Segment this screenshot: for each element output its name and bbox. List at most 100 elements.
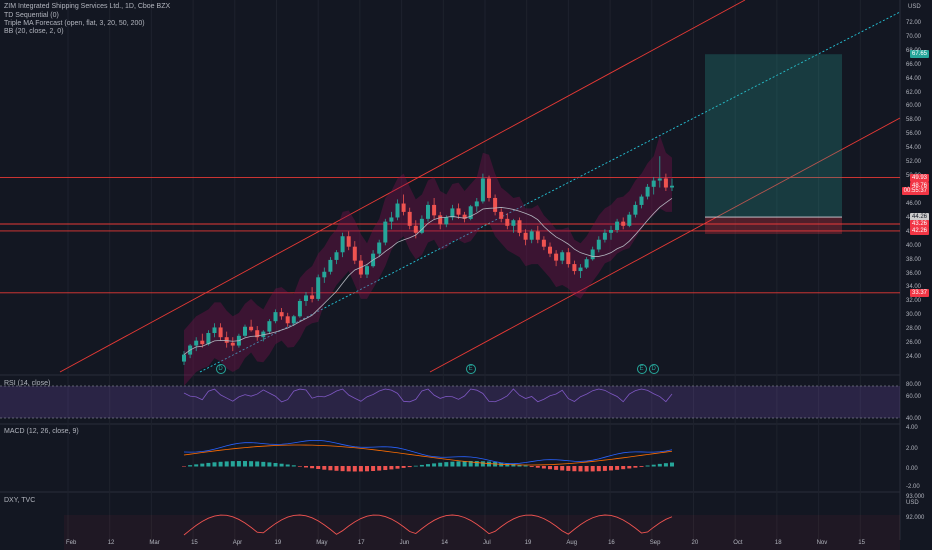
candle-body xyxy=(602,232,607,240)
candle-body xyxy=(572,264,577,272)
candle-body xyxy=(663,178,668,188)
price-tick: 38.00 xyxy=(906,256,922,263)
candle-body xyxy=(541,239,546,247)
time-tick: Sep xyxy=(649,540,661,546)
price-tag: 44.26 xyxy=(909,213,929,222)
candle-body xyxy=(639,196,644,205)
price-tag: 42.26 xyxy=(909,226,929,235)
event-marker[interactable]: D xyxy=(648,364,659,374)
macd-histogram-bar xyxy=(413,465,418,467)
candle-body xyxy=(560,252,565,261)
candle-body xyxy=(365,266,369,275)
event-marker[interactable]: E xyxy=(465,364,476,374)
macd-histogram-bar xyxy=(663,463,668,467)
macd-pane-label[interactable]: MACD (12, 26, close, 9) xyxy=(4,428,79,435)
candle-body xyxy=(548,246,552,254)
price-tag: 49.93 xyxy=(909,173,929,182)
macd-histogram-bar xyxy=(462,461,467,467)
candle-body xyxy=(566,252,571,265)
macd-histogram-bar xyxy=(236,461,241,467)
macd-tick: 4.00 xyxy=(906,425,918,431)
rsi-tick: 80.00 xyxy=(906,382,922,388)
candle-body xyxy=(255,330,260,338)
candle-body xyxy=(413,225,418,233)
time-tick: 18 xyxy=(774,540,782,546)
macd-histogram-bar xyxy=(548,466,552,470)
price-tick: 60.00 xyxy=(906,103,922,110)
macd-histogram-bar xyxy=(365,466,369,472)
macd-histogram-bar xyxy=(523,465,528,467)
price-tick: 62.00 xyxy=(906,89,922,96)
macd-histogram-bar xyxy=(554,466,559,470)
candle-body xyxy=(279,312,284,317)
macd-histogram-bar xyxy=(182,466,186,467)
time-tick: 15 xyxy=(858,540,865,546)
time-tick: May xyxy=(316,540,328,546)
macd-histogram-bar xyxy=(480,461,485,467)
macd-histogram-bar xyxy=(224,461,229,467)
macd-histogram-bar xyxy=(371,466,376,471)
time-tick: 20 xyxy=(691,540,699,546)
macd-histogram-bar xyxy=(401,466,406,468)
indicator-triple-ma[interactable]: Triple MA Forecast (open, flat, 3, 20, 5… xyxy=(4,20,145,27)
dxy-line xyxy=(183,514,673,536)
candle-body xyxy=(243,326,247,336)
rsi-band xyxy=(0,386,900,418)
macd-histogram-bar xyxy=(645,465,650,467)
macd-histogram-bar xyxy=(602,466,607,471)
candle-body xyxy=(657,178,662,181)
macd-histogram-bar xyxy=(651,464,656,467)
rsi-pane-label[interactable]: RSI (14, close) xyxy=(4,380,51,387)
channel-lower-line xyxy=(429,117,901,373)
macd-histogram-bar xyxy=(230,461,235,467)
macd-histogram-bar xyxy=(444,462,449,467)
macd-histogram-bar xyxy=(200,463,205,467)
rsi-tick: 40.00 xyxy=(906,416,922,422)
dxy-pane-label[interactable]: DXY, TVC xyxy=(4,497,36,504)
indicator-bollinger[interactable]: BB (20, close, 2, 0) xyxy=(4,28,64,35)
channel-upper-line xyxy=(59,0,746,373)
time-tick: Mar xyxy=(149,540,160,546)
candle-body xyxy=(438,215,443,225)
candle-body xyxy=(212,327,217,334)
macd-histogram-bar xyxy=(615,466,620,470)
macd-histogram-bar xyxy=(334,466,339,471)
macd-histogram-bar xyxy=(541,466,546,469)
candle-body xyxy=(249,326,254,331)
macd-histogram-bar xyxy=(279,463,284,467)
symbol-title[interactable]: ZIM Integrated Shipping Services Ltd., 1… xyxy=(4,3,171,10)
macd-histogram-bar xyxy=(438,462,443,467)
price-tag: 48.76 xyxy=(909,181,929,190)
time-tick: Apr xyxy=(232,540,243,546)
candle-body xyxy=(389,217,394,222)
macd-histogram-bar xyxy=(590,466,595,472)
indicator-td-sequential[interactable]: TD Sequential (0) xyxy=(4,12,59,19)
time-tick: Jul xyxy=(483,540,491,546)
macd-histogram-bar xyxy=(419,464,424,467)
price-tick: 34.00 xyxy=(906,284,922,291)
macd-histogram-bar xyxy=(383,466,388,471)
macd-histogram-bar xyxy=(407,466,412,468)
candle-body xyxy=(554,253,559,261)
candle-body xyxy=(194,340,199,346)
candle-body xyxy=(322,271,327,278)
candle-body xyxy=(444,217,449,225)
candle-body xyxy=(633,204,638,215)
macd-tick: 2.00 xyxy=(906,446,918,452)
price-tick: 52.00 xyxy=(906,159,922,166)
event-marker[interactable]: D xyxy=(215,364,226,374)
candle-body xyxy=(523,232,528,240)
price-tick: 54.00 xyxy=(906,145,922,152)
event-marker[interactable]: E xyxy=(636,364,647,374)
macd-tick: 0.00 xyxy=(906,466,918,472)
macd-histogram-bar xyxy=(633,466,638,468)
macd-histogram-bar xyxy=(395,466,400,469)
candle-body xyxy=(340,236,345,253)
macd-histogram-bar xyxy=(346,466,351,472)
time-tick: Feb xyxy=(66,540,77,546)
macd-histogram-bar xyxy=(322,466,327,470)
macd-histogram-bar xyxy=(511,463,516,467)
macd-histogram-bar xyxy=(596,466,601,472)
